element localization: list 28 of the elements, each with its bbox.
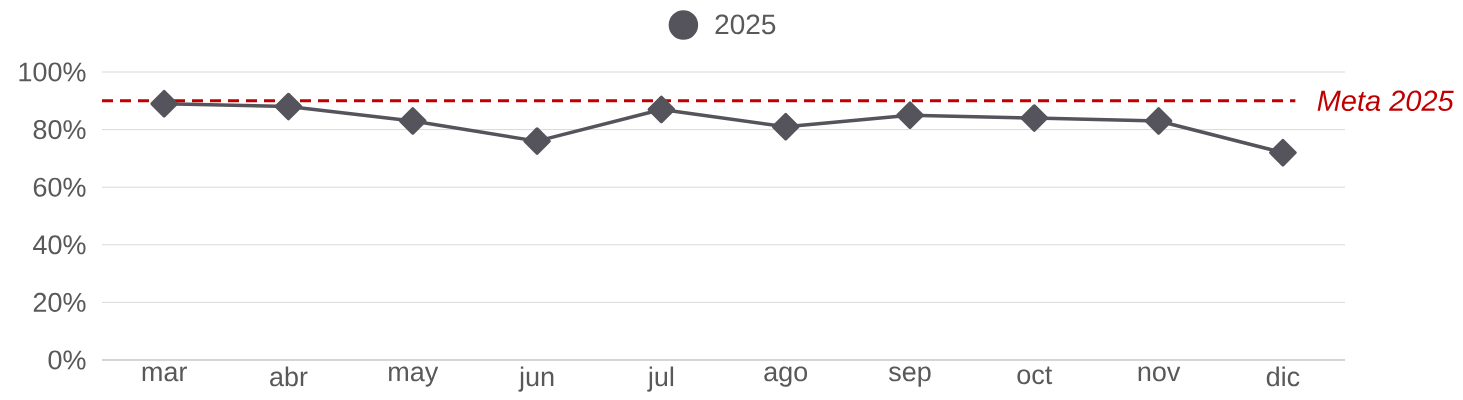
- point: [1144, 107, 1173, 135]
- point: [647, 95, 676, 124]
- y-tick-label: 100%: [19, 62, 86, 82]
- x-tick-label: jun: [518, 366, 554, 392]
- y-tick-label: 40%: [33, 235, 86, 255]
- point: [896, 101, 924, 129]
- y-tick-label: 60%: [33, 177, 86, 197]
- x-tick-label: abr: [270, 366, 308, 387]
- y-tick-label: 20%: [33, 292, 86, 312]
- x-tick-label: jul: [647, 366, 674, 392]
- point: [523, 127, 551, 155]
- point: [1020, 104, 1049, 132]
- x-tick-label: sep: [888, 366, 931, 387]
- x-tick-label: ago: [764, 366, 808, 387]
- x-tick-label: dic: [1266, 366, 1300, 387]
- point: [150, 89, 178, 118]
- ref-line-label: Meta 2025: [1317, 90, 1454, 112]
- y-tick-label: 0%: [48, 350, 86, 370]
- x-tick-label: may: [389, 366, 439, 387]
- x-tick-label: nov: [1138, 366, 1181, 382]
- y-tick-label: 80%: [33, 120, 86, 140]
- point: [274, 92, 303, 121]
- point: [771, 112, 800, 141]
- point: [1269, 138, 1297, 167]
- point: [399, 107, 427, 135]
- x-tick-label: oct: [1017, 366, 1053, 385]
- x-tick-label: mar: [142, 366, 187, 382]
- legend-label: 2025: [715, 14, 776, 35]
